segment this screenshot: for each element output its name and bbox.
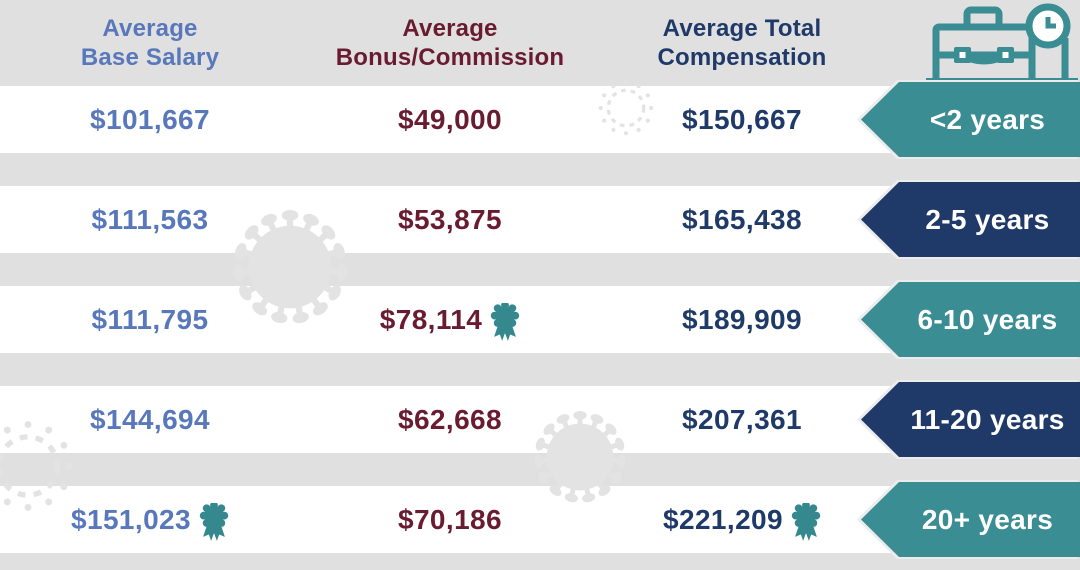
column-header-line: Compensation [657,44,827,71]
row-divider [0,553,1080,570]
cell-base-salary: $111,563 [0,186,300,253]
table-row: $101,667 $49,000 $150,667 <2 years [0,82,1080,157]
briefcase-clock-icon [926,3,1078,86]
total-compensation-value: $207,361 [682,403,802,435]
cell-base-salary: $144,694 [0,386,300,453]
award-ribbon-icon [791,502,821,541]
cell-bonus-commission: $70,186 [300,486,600,553]
table-row: $111,563 $53,875 $165,438 2-5 years [0,182,1080,257]
base-salary-value: $144,694 [90,403,210,435]
experience-label: 6-10 years [917,303,1058,335]
cell-total-compensation: $221,209 [597,486,887,553]
bonus-commission-value: $62,668 [397,403,502,435]
experience-tag: 6-10 years [861,282,1080,357]
total-compensation-value: $150,667 [682,103,802,135]
header-band [0,0,1080,86]
cell-bonus-commission: $62,668 [300,386,600,453]
cell-base-salary: $151,023 [0,486,300,553]
experience-label: 11-20 years [910,403,1065,435]
award-ribbon-icon [491,302,520,341]
row-divider [0,153,1080,186]
total-compensation-value: $221,209 [663,503,783,535]
column-header-base-salary: Average Base Salary [0,0,300,86]
column-header-line: Average Total [662,15,822,42]
cell-bonus-commission: $53,875 [300,186,600,253]
base-salary-value: $111,795 [91,303,209,335]
base-salary-value: $111,563 [91,203,209,235]
column-header-bonus-commission: Average Bonus/Commission [300,0,600,86]
bonus-commission-value: $78,114 [379,303,483,335]
row-divider [0,353,1080,386]
total-compensation-value: $165,438 [682,203,802,235]
table-row: $144,694 $62,668 $207,361 11-20 years [0,382,1080,457]
award-ribbon-icon [199,502,229,541]
cell-total-compensation: $189,909 [597,286,887,353]
table-row: $111,795 $78,114 $189,909 6-10 years [0,282,1080,357]
experience-tag: 2-5 years [861,182,1080,257]
table-row: $151,023 $70,186 $221,209 20+ years [0,482,1080,557]
column-header-line: Bonus/Commission [335,44,565,71]
bonus-commission-value: $70,186 [397,503,502,535]
cell-bonus-commission: $49,000 [300,86,600,153]
cell-total-compensation: $165,438 [597,186,887,253]
experience-tag: 11-20 years [861,382,1080,457]
cell-total-compensation: $207,361 [597,386,887,453]
cell-base-salary: $101,667 [0,86,300,153]
experience-tag: 20+ years [861,482,1080,557]
experience-label: <2 years [929,103,1046,135]
cell-base-salary: $111,795 [0,286,300,353]
column-header-line: Average [402,15,498,42]
cell-total-compensation: $150,667 [597,86,887,153]
column-header-line: Base Salary [80,44,220,71]
column-header-total-compensation: Average Total Compensation [597,0,887,86]
cell-bonus-commission: $78,114 [300,286,600,353]
base-salary-value: $101,667 [90,103,210,135]
row-divider [0,253,1080,286]
total-compensation-value: $189,909 [682,303,802,335]
experience-label: 2-5 years [925,203,1050,235]
experience-tag: <2 years [861,82,1080,157]
experience-label: 20+ years [921,503,1054,535]
column-header-line: Average [102,15,198,42]
bonus-commission-value: $53,875 [397,203,502,235]
bonus-commission-value: $49,000 [397,103,502,135]
base-salary-value: $151,023 [71,503,191,535]
